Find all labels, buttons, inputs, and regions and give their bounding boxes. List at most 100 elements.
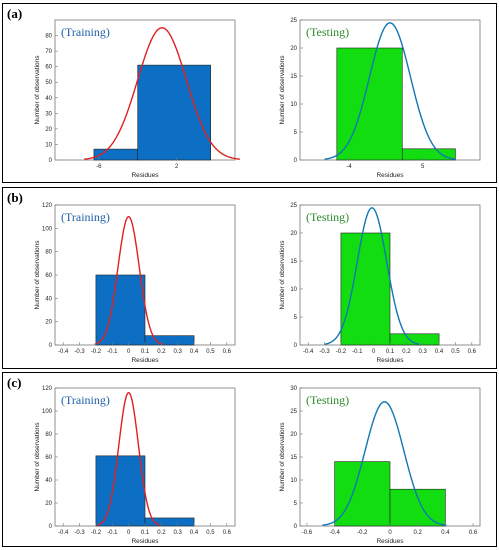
y-tick-label: 25 <box>290 409 297 415</box>
y-tick-label: 80 <box>45 34 52 40</box>
x-axis-title: Residues <box>131 357 159 364</box>
x-tick-label: -0.4 <box>329 530 340 536</box>
x-axis-title: Residues <box>376 172 404 179</box>
x-tick-label: -0.1 <box>352 349 363 355</box>
x-axis-title: Residues <box>131 538 159 545</box>
x-tick-label: -0.6 <box>302 530 313 536</box>
x-tick-label: -0.2 <box>357 530 368 536</box>
y-tick-label: 15 <box>290 455 297 461</box>
y-tick-label: 0 <box>294 343 298 349</box>
x-tick-label: -0.3 <box>319 349 330 355</box>
normal-fit-curve <box>324 22 456 160</box>
x-tick-label: -0.3 <box>74 530 85 536</box>
y-axis-title: Number of observations <box>279 240 286 310</box>
x-tick-label: 0.2 <box>414 530 423 536</box>
y-tick-label: 10 <box>290 102 297 108</box>
x-tick-label: 0 <box>127 530 131 536</box>
testing-histogram-a: 0 5 10 15 20 25 -4 5 Residues Number of observati… <box>279 18 481 179</box>
training-histogram-a: 0 10 20 30 40 50 60 70 80 -6 2 Residues Number of ob… <box>34 19 240 179</box>
y-tick-label: 0 <box>294 158 298 164</box>
y-tick-label: 0 <box>49 524 53 530</box>
x-tick-label: -0.2 <box>91 530 102 536</box>
y-tick-label: 60 <box>45 455 52 461</box>
panel-label: (a) <box>7 6 23 21</box>
y-tick-label: 20 <box>290 231 297 237</box>
histogram-bar <box>336 47 403 161</box>
x-tick-label: 5 <box>421 164 425 170</box>
x-tick-label: 0.5 <box>451 349 460 355</box>
x-tick-label: -0.2 <box>91 349 102 355</box>
y-axis-title: Number of observations <box>34 55 41 125</box>
x-tick-label: -0.4 <box>58 349 69 355</box>
y-axis-title: Number of observations <box>279 422 286 492</box>
y-tick-label: 100 <box>42 226 53 232</box>
y-tick-label: 40 <box>45 96 52 102</box>
x-tick-label: 2 <box>175 164 179 170</box>
y-tick-label: 25 <box>290 203 297 209</box>
y-tick-label: 50 <box>45 80 52 86</box>
y-tick-label: 0 <box>49 158 53 164</box>
y-tick-label: 0 <box>294 524 298 530</box>
y-tick-label: 10 <box>45 142 52 148</box>
testing-histogram-b: 0 5 10 15 20 25 -0.4 -0.3 -0.2 -0.1 0 0.1 0.2 0.3 0.4 0… <box>279 203 481 364</box>
histogram-bar <box>389 488 446 527</box>
x-tick-label: -0.4 <box>303 349 314 355</box>
y-tick-label: 60 <box>45 273 52 279</box>
x-tick-label: 0.6 <box>468 349 477 355</box>
x-tick-label: 0.1 <box>386 349 395 355</box>
x-tick-label: 0.1 <box>141 530 150 536</box>
x-tick-label: 0.4 <box>435 349 444 355</box>
normal-fit-curve <box>322 401 447 526</box>
histogram-bar <box>95 455 146 527</box>
y-tick-label: 25 <box>290 18 297 24</box>
x-tick-label: -0.1 <box>107 530 118 536</box>
y-tick-label: 20 <box>290 46 297 52</box>
normal-fit-curve <box>324 207 420 345</box>
y-axis-title: Number of observations <box>34 422 41 492</box>
histogram-bar <box>389 333 440 346</box>
x-tick-label: -0.4 <box>58 530 69 536</box>
histogram-bar <box>340 232 391 346</box>
y-tick-label: 20 <box>45 127 52 133</box>
histogram-bar <box>95 274 146 346</box>
histogram-bar <box>144 335 195 346</box>
x-axis-title: Residues <box>376 538 404 545</box>
y-tick-label: 120 <box>42 203 53 209</box>
normal-fit-curve <box>94 215 163 345</box>
y-tick-label: 10 <box>290 478 297 484</box>
histogram-bar <box>401 148 456 161</box>
y-tick-label: 15 <box>290 259 297 265</box>
x-axis-title: Residues <box>376 357 404 364</box>
y-tick-label: 10 <box>290 287 297 293</box>
x-tick-label: 0.4 <box>441 530 450 536</box>
y-axis-title: Number of observations <box>34 240 41 310</box>
testing-histogram-c: 0 5 10 15 20 25 30 -0.6 -0.4 -0.2 0 0.2 0.4 0.6 Residu… <box>279 386 481 545</box>
x-tick-label: 0.6 <box>469 530 478 536</box>
x-tick-label: 0 <box>388 530 392 536</box>
x-tick-label: 0.6 <box>223 349 232 355</box>
x-tick-label: 0.2 <box>402 349 411 355</box>
y-tick-label: 0 <box>49 343 53 349</box>
y-tick-label: 20 <box>45 320 52 326</box>
histogram-bar <box>137 64 211 161</box>
y-tick-label: 60 <box>45 65 52 71</box>
chart-title: (Testing) <box>306 25 349 39</box>
x-tick-label: -4 <box>346 164 352 170</box>
x-tick-label: 0.6 <box>223 530 232 536</box>
y-tick-label: 5 <box>294 501 298 507</box>
y-tick-label: 20 <box>45 501 52 507</box>
chart-title: (Training) <box>61 25 110 39</box>
y-tick-label: 30 <box>45 111 52 117</box>
x-tick-label: -6 <box>96 164 102 170</box>
x-tick-label: 0.5 <box>206 349 215 355</box>
x-tick-label: 0 <box>372 349 376 355</box>
y-tick-label: 5 <box>294 315 298 321</box>
training-histogram-b: 0 20 40 60 80 100 120 -0.4 -0.3 -0.2 -0.1 0 0.1 0.2 0.… <box>34 203 236 364</box>
training-histogram-c: 0 20 40 60 80 100 120 -0.4 -0.3 -0.2 -0.1 0 0.1 0.2 0.… <box>34 386 236 545</box>
panel-c: (c) <box>2 372 497 547</box>
y-tick-label: 40 <box>45 478 52 484</box>
y-tick-label: 40 <box>45 296 52 302</box>
y-tick-label: 15 <box>290 74 297 80</box>
x-tick-label: 0.2 <box>157 349 166 355</box>
panel-a: (a) <box>2 3 497 183</box>
